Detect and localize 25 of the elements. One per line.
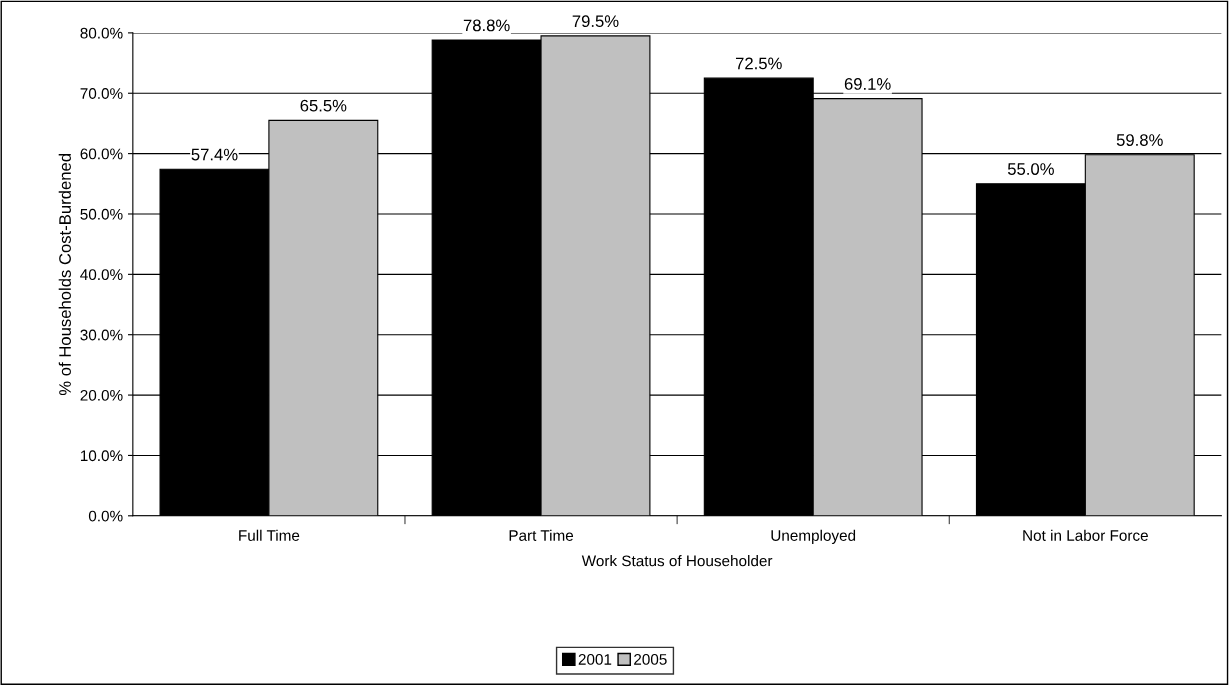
x-axis-title: Work Status of Householder (581, 555, 773, 567)
y-tick-label: 10.0% (80, 450, 123, 462)
legend-label: 2005 (634, 653, 667, 665)
data-label: 57.4% (191, 148, 238, 161)
y-tick-label: 70.0% (80, 88, 123, 99)
data-label: 55.0% (1007, 163, 1054, 175)
data-label: 65.5% (300, 99, 347, 112)
y-tick-label: 0.0% (88, 510, 123, 522)
data-label: 59.8% (1116, 134, 1163, 146)
y-tick-label: 40.0% (80, 269, 123, 281)
x-tick-label: Part Time (509, 529, 574, 541)
y-tick-label: 60.0% (80, 148, 123, 160)
data-label: 72.5% (735, 57, 782, 70)
y-tick-label: 50.0% (80, 208, 123, 220)
y-tick-label: 30.0% (80, 329, 123, 341)
y-axis-title: % of Households Cost-Burdened (58, 154, 71, 396)
data-label: 78.8% (463, 19, 510, 32)
x-tick-label: Full Time (239, 529, 300, 541)
data-label: 79.5% (572, 15, 619, 28)
x-tick-label: Not in Labor Force (1023, 529, 1148, 541)
legend-label: 2001 (578, 653, 612, 665)
y-tick-label: 80.0% (80, 27, 123, 39)
x-tick-label: Unemployed (771, 529, 856, 544)
y-tick-label: 20.0% (80, 389, 123, 401)
data-label: 69.1% (844, 78, 891, 90)
